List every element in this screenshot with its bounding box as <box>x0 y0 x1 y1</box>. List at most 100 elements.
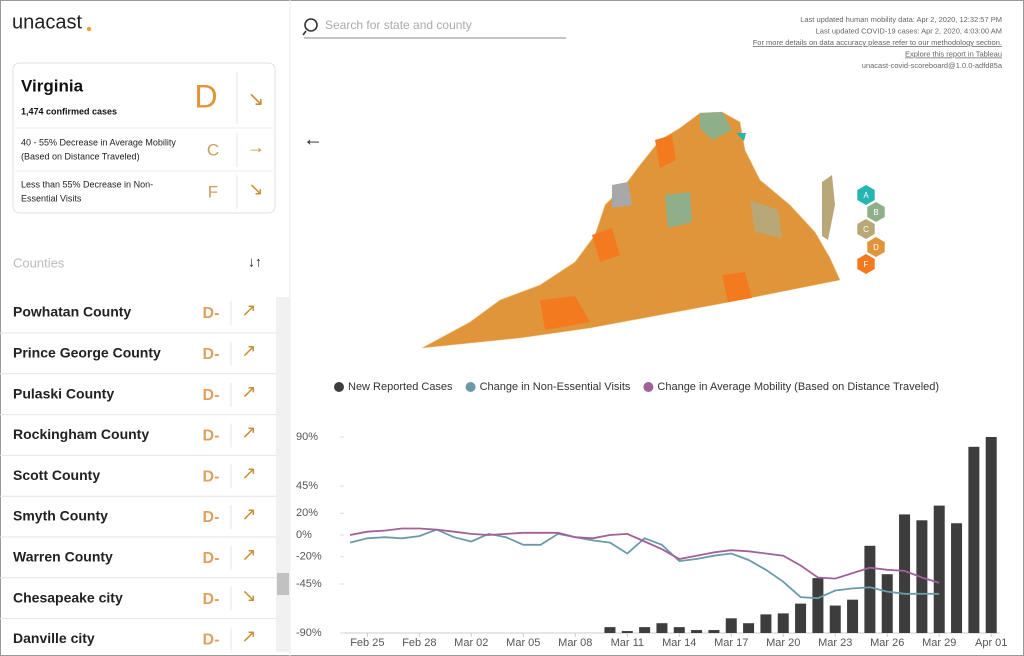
metric-grade: C <box>207 140 219 159</box>
bar <box>829 605 841 633</box>
bar <box>899 514 911 633</box>
county-name[interactable]: Danville city <box>13 630 95 646</box>
scrollbar[interactable] <box>276 297 290 652</box>
y-tick-label: -90% <box>296 627 322 639</box>
county-grade: D- <box>203 632 220 649</box>
bar <box>725 618 737 633</box>
search-input[interactable]: Search for state and county <box>325 18 472 32</box>
map-region <box>736 133 746 141</box>
grade-label: F <box>864 260 869 269</box>
legend-swatch <box>334 382 344 392</box>
y-tick-label: -20% <box>296 551 322 563</box>
county-grade: D- <box>203 509 220 526</box>
x-tick-label: Mar 17 <box>714 637 748 649</box>
map-region <box>700 112 732 140</box>
back-button[interactable]: ← <box>303 128 323 150</box>
grade-label: D <box>873 243 879 252</box>
grade-hexagon <box>857 219 875 239</box>
map-region <box>592 228 620 262</box>
grade-label: C <box>863 225 869 234</box>
line <box>349 528 940 600</box>
county-trend: ↗ <box>241 341 256 361</box>
bar <box>985 437 997 633</box>
grade-hexagon <box>867 237 885 257</box>
bar <box>673 627 685 633</box>
y-tick-label: 0% <box>296 529 312 541</box>
logo-dot <box>86 26 92 32</box>
county-name[interactable]: Warren County <box>13 549 113 565</box>
bar <box>777 613 789 633</box>
county-trend: ↗ <box>241 626 256 646</box>
county-name[interactable]: Pulaski County <box>13 385 114 401</box>
state-trend: ↘ <box>248 88 265 110</box>
county-trend: ↗ <box>241 422 256 442</box>
grade-hexagon <box>867 202 885 222</box>
update-line[interactable]: For more details on data accuracy please… <box>753 38 1002 47</box>
map-region <box>612 182 632 208</box>
y-tick-label: 20% <box>296 507 318 519</box>
grade-hexagon <box>857 254 875 274</box>
bar <box>847 599 859 633</box>
county-grade: D- <box>203 428 220 445</box>
map-region <box>540 296 590 330</box>
x-tick-label: Mar 20 <box>766 637 800 649</box>
bar <box>604 627 616 633</box>
state-name: Virginia <box>21 76 84 95</box>
county-grade: D- <box>203 346 220 363</box>
metric-trend: → <box>247 137 265 157</box>
county-grade: D- <box>203 387 220 404</box>
county-name[interactable]: Powhatan County <box>13 304 131 320</box>
county-grade: D- <box>203 591 220 608</box>
x-tick-label: Apr 01 <box>975 637 1007 649</box>
x-tick-label: Mar 29 <box>922 637 956 649</box>
county-grade: D- <box>203 550 220 567</box>
map-region <box>665 192 692 228</box>
x-tick-label: Mar 08 <box>558 637 592 649</box>
x-tick-label: Mar 14 <box>662 637 696 649</box>
bar <box>743 623 755 633</box>
bar <box>656 623 668 633</box>
search-icon-handle <box>302 30 307 36</box>
update-line: Last updated human mobility data: Apr 2,… <box>800 15 1002 24</box>
county-name[interactable]: Scott County <box>13 467 100 483</box>
map-region <box>655 135 676 168</box>
bar <box>933 505 945 633</box>
county-trend: ↗ <box>241 381 256 401</box>
map-region <box>722 272 752 302</box>
y-tick-label: -45% <box>296 578 322 590</box>
search-icon <box>304 18 318 32</box>
update-line[interactable]: Explore this report in Tableau <box>905 49 1002 58</box>
legend-swatch <box>643 382 654 392</box>
bar <box>621 631 633 633</box>
county-name[interactable]: Smyth County <box>13 508 108 524</box>
county-trend: ↘ <box>241 585 256 605</box>
county-name[interactable]: Rockingham County <box>13 426 149 442</box>
county-trend: ↗ <box>241 300 256 320</box>
counties-title: Counties <box>13 255 65 270</box>
bar <box>812 578 824 633</box>
scroll-thumb[interactable] <box>277 573 289 595</box>
metric-trend: ↘ <box>248 179 263 199</box>
x-tick-label: Mar 23 <box>818 637 852 649</box>
metric-label: Less than 55% Decrease in Non- <box>21 179 153 189</box>
bar <box>639 627 651 633</box>
county-trend: ↗ <box>241 545 256 565</box>
bar <box>708 630 720 633</box>
bar <box>691 630 703 633</box>
county-name[interactable]: Prince George County <box>13 345 161 361</box>
y-tick-label: 90% <box>296 431 318 443</box>
metric-label: Essential Visits <box>21 193 82 203</box>
sort-button[interactable]: ↓↑ <box>248 254 262 270</box>
map-shore <box>822 175 835 240</box>
county-trend: ↗ <box>241 463 256 483</box>
legend-label: Change in Non-Essential Visits <box>480 381 631 393</box>
bar <box>968 446 980 633</box>
county-name[interactable]: Chesapeake city <box>13 589 123 605</box>
x-tick-label: Feb 28 <box>402 637 436 649</box>
metric-grade: F <box>208 182 218 201</box>
grade-hexagon <box>857 185 875 205</box>
map-region <box>750 200 782 238</box>
x-tick-label: Mar 05 <box>506 637 540 649</box>
